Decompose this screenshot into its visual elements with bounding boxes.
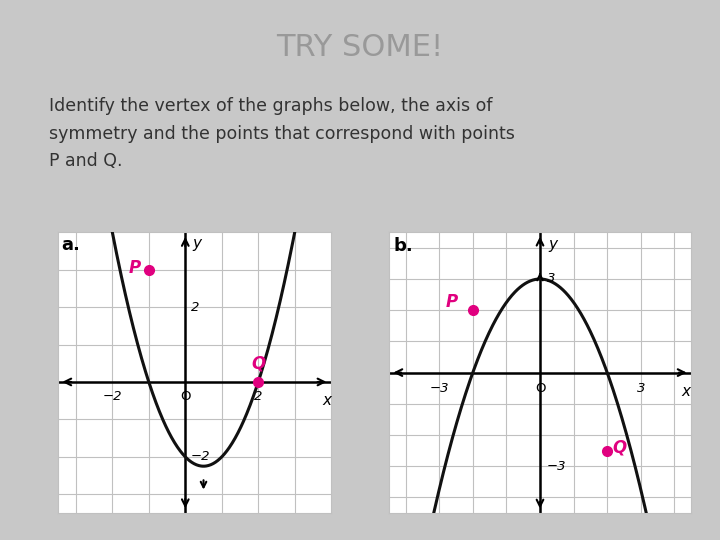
Text: y: y [549, 237, 557, 252]
Text: Q: Q [251, 355, 265, 373]
Text: 3: 3 [546, 273, 555, 286]
Text: O: O [535, 382, 545, 395]
Text: P: P [129, 259, 141, 278]
Text: 3: 3 [636, 382, 645, 395]
Text: Q: Q [612, 438, 626, 456]
Text: Identify the vertex of the graphs below, the axis of
symmetry and the points tha: Identify the vertex of the graphs below,… [49, 97, 515, 170]
Text: a.: a. [61, 236, 80, 254]
Text: O: O [180, 390, 191, 403]
Text: 2: 2 [191, 301, 199, 314]
Text: 2: 2 [254, 390, 262, 403]
Text: −2: −2 [191, 450, 210, 463]
Text: P: P [446, 293, 458, 311]
Text: x: x [682, 384, 690, 400]
Text: −2: −2 [102, 390, 122, 403]
Text: −3: −3 [546, 460, 566, 472]
Text: x: x [323, 393, 331, 408]
Text: TRY SOME!: TRY SOME! [276, 33, 444, 62]
Text: b.: b. [394, 237, 413, 255]
Text: −3: −3 [429, 382, 449, 395]
Text: y: y [192, 236, 202, 251]
